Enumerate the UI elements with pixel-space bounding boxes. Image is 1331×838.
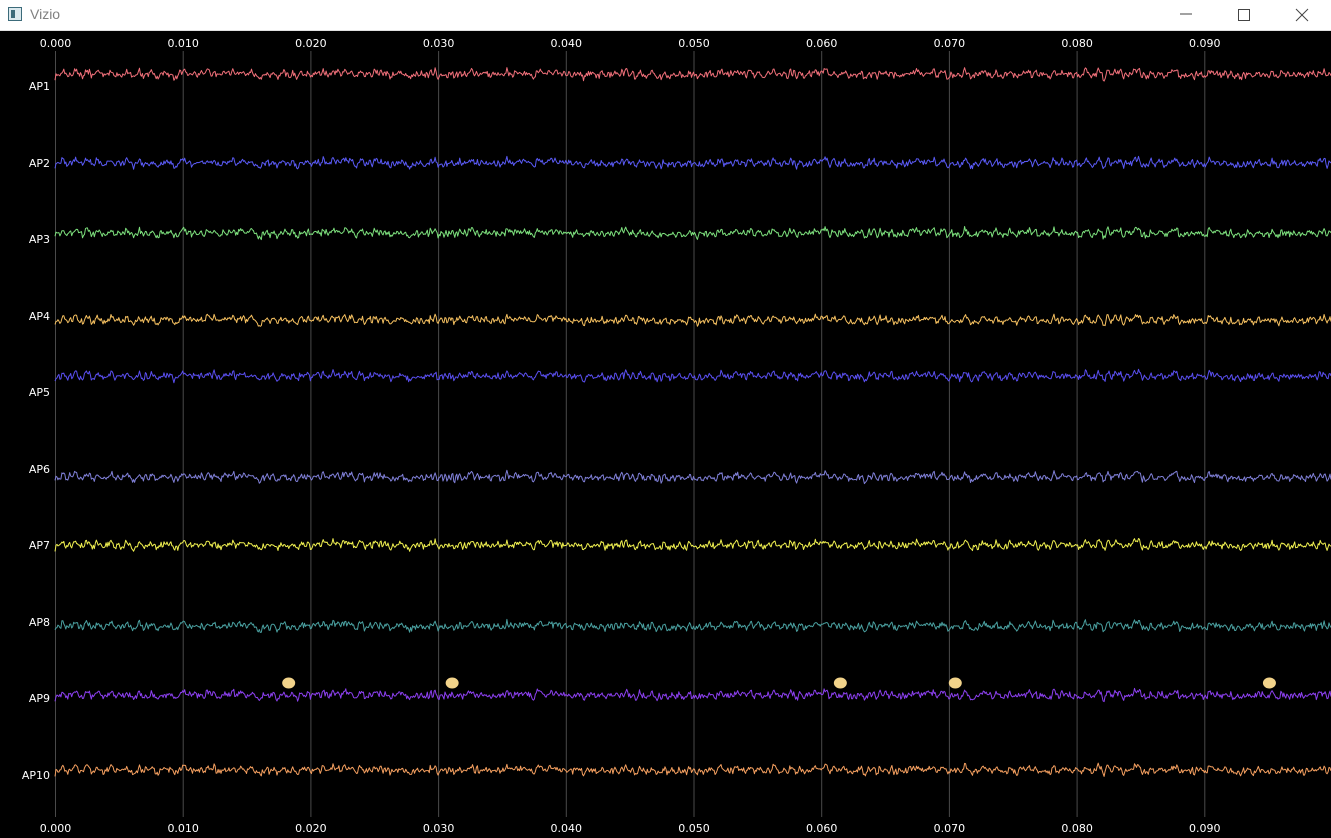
channel-label: AP5 [29, 386, 50, 399]
event-marker[interactable] [833, 677, 847, 689]
title-bar: Vizio [0, 0, 1331, 31]
trace-ap9 [54, 687, 1331, 703]
trace-ap5 [54, 368, 1331, 384]
channel-label: AP3 [29, 233, 50, 246]
trace-ap6 [54, 469, 1331, 485]
event-markers[interactable] [282, 677, 1276, 689]
maximize-icon [1238, 9, 1250, 21]
x-tick-label-bottom: 0.030 [423, 822, 455, 835]
x-tick-label-top: 0.000 [40, 37, 72, 50]
channel-label: AP10 [22, 769, 50, 782]
trace-ap4 [54, 313, 1331, 327]
top-time-axis: 0.000 0.010 0.020 0.030 0.040 0.050 0.060 0.070… [40, 37, 1221, 50]
x-tick-label-bottom: 0.010 [167, 822, 199, 835]
x-tick-label-bottom: 0.000 [40, 822, 72, 835]
channel-label: AP2 [29, 157, 50, 170]
event-marker[interactable] [282, 677, 296, 689]
x-tick-label-top: 0.060 [806, 37, 838, 50]
x-tick-label-bottom: 0.090 [1189, 822, 1221, 835]
window-title: Vizio [30, 6, 61, 22]
x-tick-label-top: 0.020 [295, 37, 327, 50]
event-marker[interactable] [1262, 677, 1276, 689]
x-tick-label-top: 0.050 [678, 37, 710, 50]
x-tick-label-bottom: 0.080 [1061, 822, 1093, 835]
x-tick-label-top: 0.030 [423, 37, 455, 50]
x-tick-label-bottom: 0.050 [678, 822, 710, 835]
event-marker[interactable] [445, 677, 459, 689]
x-tick-label-top: 0.070 [934, 37, 966, 50]
channel-label: AP4 [29, 310, 50, 323]
trace-ap2 [54, 155, 1331, 170]
x-tick-label-top: 0.040 [551, 37, 583, 50]
grid-lines [55, 51, 1206, 817]
maximize-button[interactable] [1215, 0, 1273, 30]
minimize-button[interactable] [1157, 0, 1215, 30]
x-tick-label-bottom: 0.070 [934, 822, 966, 835]
channel-label: AP7 [29, 539, 50, 552]
minimize-icon [1180, 13, 1192, 15]
trace-plot[interactable]: 0.000 0.010 0.020 0.030 0.040 0.050 0.060 0.070… [0, 31, 1331, 838]
channel-label: AP8 [29, 616, 50, 629]
x-tick-label-bottom: 0.040 [551, 822, 583, 835]
channel-traces [54, 67, 1331, 777]
app-window-icon [8, 7, 22, 21]
bottom-time-axis: 0.000 0.010 0.020 0.030 0.040 0.050 0.060 0.070… [40, 822, 1221, 835]
x-tick-label-top: 0.080 [1061, 37, 1093, 50]
trace-ap3 [54, 226, 1331, 241]
channel-label: AP1 [29, 80, 50, 93]
close-icon [1295, 8, 1309, 22]
x-tick-label-bottom: 0.060 [806, 822, 838, 835]
close-button[interactable] [1273, 0, 1331, 30]
trace-ap10 [54, 762, 1331, 777]
trace-ap1 [54, 67, 1331, 82]
channel-labels: AP1 AP2 AP3 AP4 AP5 AP6 AP7 AP8 AP9 AP10 [22, 80, 50, 782]
x-tick-label-top: 0.090 [1189, 37, 1221, 50]
channel-label: AP6 [29, 463, 50, 476]
event-marker[interactable] [948, 677, 962, 689]
trace-ap8 [54, 618, 1331, 633]
channel-label: AP9 [29, 692, 50, 705]
x-tick-label-bottom: 0.020 [295, 822, 327, 835]
x-tick-label-top: 0.010 [167, 37, 199, 50]
trace-ap7 [54, 538, 1331, 552]
